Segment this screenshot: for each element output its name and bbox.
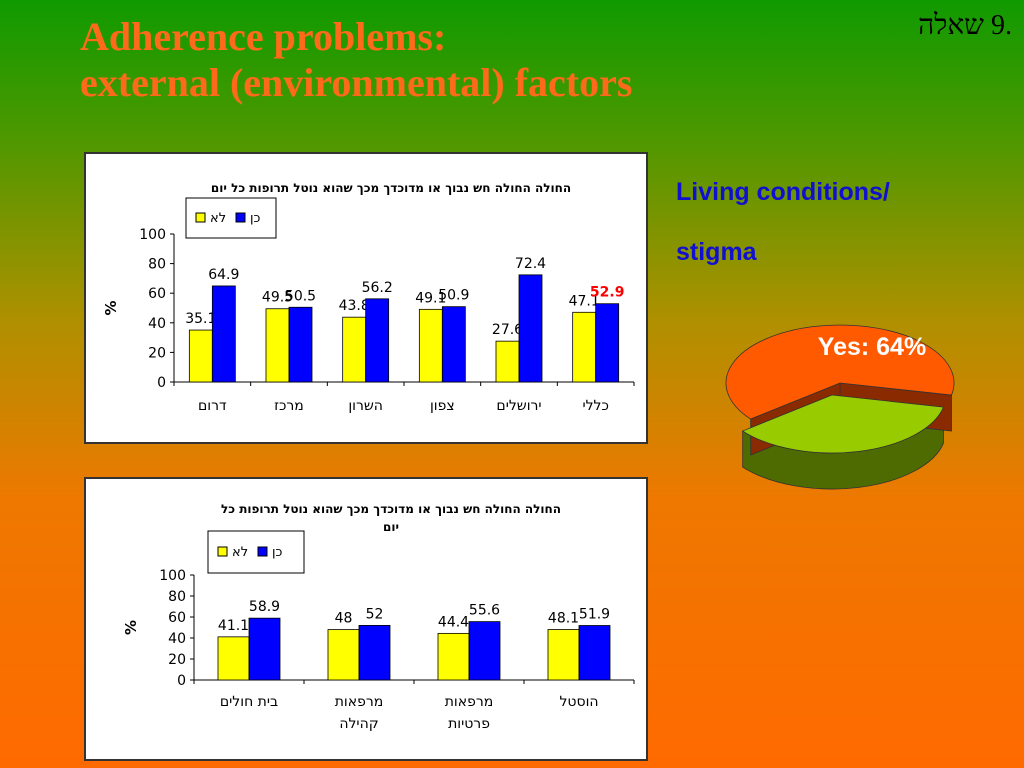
x-category-label: מרפאות [335,694,384,710]
y-axis-label: % [122,620,140,635]
bar-no [437,632,470,681]
data-label-no: 35.1 [185,311,216,327]
data-label-no: 43.8 [339,298,370,314]
data-label-no: 49.5 [262,290,293,306]
y-tick-label: 40 [148,316,166,332]
data-label-yes: 50.9 [438,288,469,304]
legend-label-yes: כן [250,211,261,226]
x-category-label: צפון [430,398,455,414]
bar-no [418,308,443,383]
bar-no [217,636,250,681]
data-label-yes: 52 [366,606,384,622]
pie-label-yes: Yes: 64% [818,333,926,361]
x-category-label: מרפאות [445,694,494,710]
legend-swatch-no [217,546,228,557]
data-label-no: 48.1 [548,610,579,626]
chart-title: החולה החולה חש נבוך או מדוכדך מכך שהוא נ… [211,181,571,195]
data-label-no: 47.1 [569,293,600,309]
pie-slice-no [741,394,945,454]
side-label: Living conditions/ stigma [676,162,890,282]
x-category-label: הוסטל [559,694,598,710]
y-tick-label: 40 [168,631,186,647]
chart-title-line2: יום [383,520,399,534]
y-tick-label: 0 [177,673,186,689]
bar-no [327,629,360,681]
x-category-label: קהילה [339,716,378,732]
data-label-no: 41.1 [218,618,249,634]
data-label-yes: 50.5 [285,288,316,304]
bar-yes [595,303,620,383]
data-label-yes: 58.9 [249,599,280,615]
x-category-label: כללי [582,398,608,414]
bar-yes [518,274,543,383]
x-category-label: דרום [198,398,227,414]
y-tick-label: 20 [168,652,186,668]
data-label-yes: 51.9 [579,607,610,623]
bar-yes [468,621,501,681]
chart-title-line1: החולה החולה חש נבוך או מדוכדך מכך שהוא נ… [221,502,561,516]
chart-region-bar-chart: החולה החולה חש נבוך או מדוכדך מכך שהוא נ… [102,181,635,414]
bar-yes [578,625,611,681]
data-label-no: 48 [335,611,353,627]
y-tick-label: 100 [139,227,166,243]
legend-swatch-no [195,212,206,223]
legend-label-no: לא [210,211,226,226]
y-tick-label: 20 [148,345,166,361]
y-tick-label: 0 [157,375,166,391]
question-number: .9 שאלה [918,10,1012,41]
data-label-yes: 52.9 [590,285,625,301]
bar-no [265,308,290,383]
legend-label-yes: כן [272,545,283,560]
y-axis-label: % [102,300,120,315]
side-label-line1: Living conditions/ [676,178,890,206]
x-category-label: ירושלים [496,398,541,414]
bar-yes [288,306,313,383]
bar-yes [441,306,466,383]
y-tick-label: 80 [168,589,186,605]
slide-title-line2: external (environmental) factors [80,60,633,105]
legend-swatch-yes [235,212,246,223]
data-label-yes: 55.6 [469,603,500,619]
slide-title: Adherence problems: external (environmen… [80,14,632,106]
bar-no [342,316,367,383]
data-label-no: 44.4 [438,614,469,630]
x-category-label: מרכז [274,398,304,414]
y-tick-label: 60 [148,286,166,302]
chart-region-adherence: החולה החולה חש נבוך או מדוכדך מכך שהוא נ… [84,152,648,444]
data-label-yes: 56.2 [362,280,393,296]
data-label-yes: 64.9 [208,267,239,283]
x-category-label: השרון [348,398,383,414]
bar-yes [358,624,391,681]
pie-chart-stigma: Yes: 64% [725,324,955,490]
x-category-label: פרטיות [448,716,490,732]
bar-no [572,311,597,383]
pie-slice-yes [725,324,955,420]
y-tick-label: 60 [168,610,186,626]
chart-facility-adherence: החולה החולה חש נבוך או מדוכדך מכך שהוא נ… [84,477,648,761]
y-tick-label: 100 [159,568,186,584]
legend-swatch-yes [257,546,268,557]
side-label-line2: stigma [676,238,757,266]
chart-facility-bar-chart: החולה החולה חש נבוך או מדוכדך מכך שהוא נ… [122,502,635,732]
bar-yes [365,298,390,383]
bar-yes [211,285,236,383]
bar-no [188,329,213,383]
bar-yes [248,617,281,681]
data-label-no: 27.6 [492,322,523,338]
bar-no [495,340,520,383]
bar-no [547,629,580,681]
data-label-no: 49.1 [415,290,446,306]
legend-label-no: לא [232,545,248,560]
slide-title-line1: Adherence problems: [80,14,447,59]
data-label-yes: 72.4 [515,256,546,272]
x-category-label: בית חולים [220,694,278,710]
y-tick-label: 80 [148,257,166,273]
